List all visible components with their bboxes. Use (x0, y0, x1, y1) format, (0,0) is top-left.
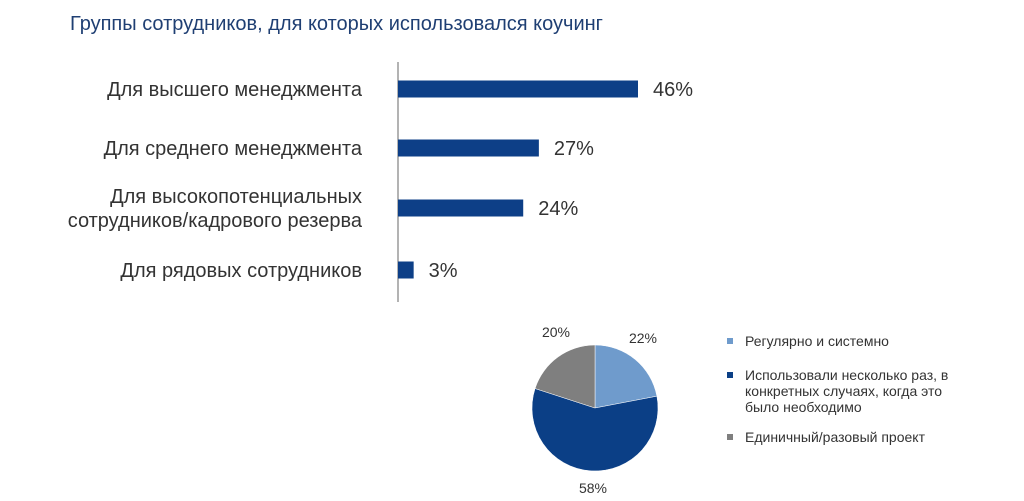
bar-chart: 46% Для высшего менеджмента 27% Для среднег… (68, 62, 693, 302)
bar-1 (398, 80, 638, 98)
pie-legend: Регулярно и системно Использовали несколь… (727, 333, 948, 445)
pie-slice-3 (534, 344, 596, 409)
legend-swatch-1 (727, 338, 733, 344)
bar-value-label-2: 27% (554, 138, 594, 160)
category-label-1: Для высшего менеджмента (107, 79, 363, 101)
bar-value-label-1: 46% (653, 79, 693, 101)
category-label-4: Для рядовых сотрудников (120, 260, 362, 282)
legend-label-2-line-2: конкретных случаях, когда это (745, 383, 942, 399)
legend-label-3: Единичный/разовый проект (745, 429, 926, 445)
category-label-3-line-2: сотрудников/кадрового резерва (68, 210, 363, 232)
legend-swatch-2 (727, 372, 733, 378)
pie-slice-1 (594, 344, 658, 409)
bar-4 (398, 261, 414, 279)
bar-value-label-3: 24% (538, 198, 578, 220)
category-label-3-line-1: Для высокопотенциальных (110, 186, 362, 208)
pie-chart: 22% 58% 20% (531, 324, 659, 496)
chart-title: Группы сотрудников, для которых использо… (70, 13, 603, 35)
bar-2 (398, 139, 539, 157)
legend-label-2-line-3: было необходимо (745, 399, 862, 415)
pie-slice-2 (531, 388, 659, 472)
pie-value-label-2: 58% (579, 480, 607, 496)
legend-label-2-line-1: Использовали несколько раз, в (745, 367, 948, 383)
pie-value-label-3: 20% (542, 324, 570, 340)
bar-value-label-4: 3% (429, 260, 458, 282)
legend-label-1: Регулярно и системно (745, 333, 889, 349)
category-label-2: Для среднего менеджмента (104, 138, 363, 160)
pie-value-label-1: 22% (629, 330, 657, 346)
legend-swatch-3 (727, 434, 733, 440)
bar-3 (398, 199, 524, 217)
